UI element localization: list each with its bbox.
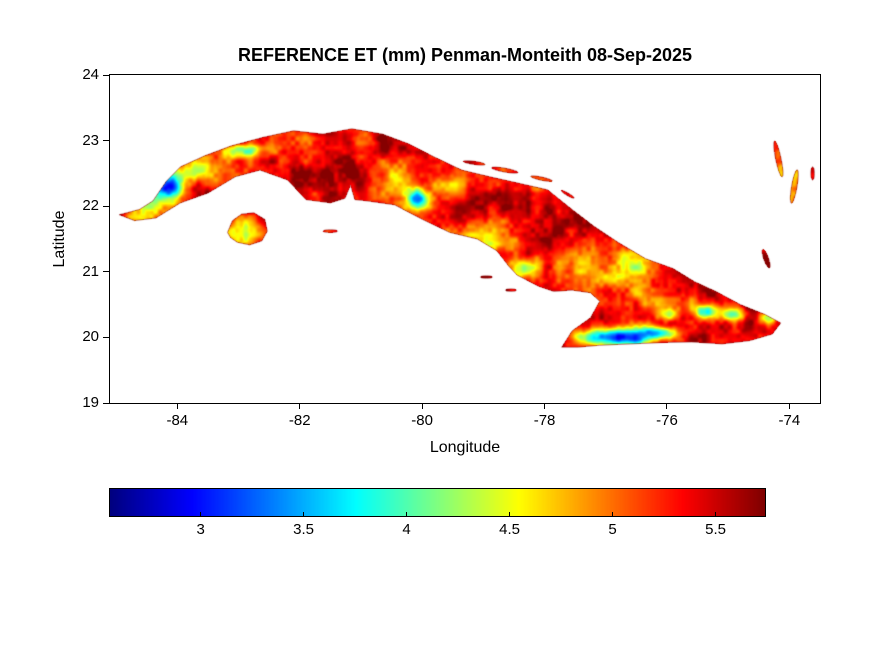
colorbar-tick-mark [406,512,408,516]
colorbar-canvas [110,489,765,516]
x-tick-label: -82 [288,412,311,429]
x-tick-label: -80 [411,412,433,429]
y-tick-mark [103,205,109,207]
x-tick-label: -84 [166,412,189,429]
x-tick-mark [299,404,301,409]
colorbar-tick-mark [715,512,717,516]
x-axis-label: Longitude [429,439,501,456]
y-tick-label: 21 [82,262,99,280]
x-tick-label: -74 [778,412,801,429]
chart-title: REFERENCE ET (mm) Penman-Monteith 08-Sep… [237,45,693,65]
map-canvas [110,75,820,403]
plot-area [109,74,821,404]
x-tick-mark [176,404,178,409]
x-tick-label: -76 [656,412,678,429]
y-tick-mark [103,402,109,404]
colorbar [109,488,766,517]
y-tick-label: 23 [82,131,99,149]
x-tick-mark [788,404,790,409]
y-tick-label: 20 [82,328,99,346]
x-tick-label: -78 [533,412,556,429]
x-tick-mark [666,404,668,409]
colorbar-tick-mark [200,512,202,516]
colorbar-tick-mark [509,512,511,516]
colorbar-tick-mark [303,512,305,516]
x-tick-mark [544,404,546,409]
colorbar-tick-label: 4 [402,521,411,538]
colorbar-tick-label: 4.5 [499,521,520,538]
y-axis-label: Latitude [51,210,68,268]
y-tick-mark [103,140,109,142]
y-tick-label: 24 [82,66,99,83]
y-tick-label: 19 [82,394,99,411]
y-tick-label: 22 [82,197,99,215]
x-tick-mark [421,404,423,409]
colorbar-tick-label: 3.5 [293,521,315,538]
y-tick-mark [103,271,109,273]
y-tick-mark [103,74,109,76]
colorbar-tick-label: 3 [196,521,205,538]
y-tick-mark [103,336,109,338]
colorbar-tick-label: 5.5 [705,521,726,538]
colorbar-tick-label: 5 [608,521,617,538]
colorbar-tick-mark [612,512,614,516]
